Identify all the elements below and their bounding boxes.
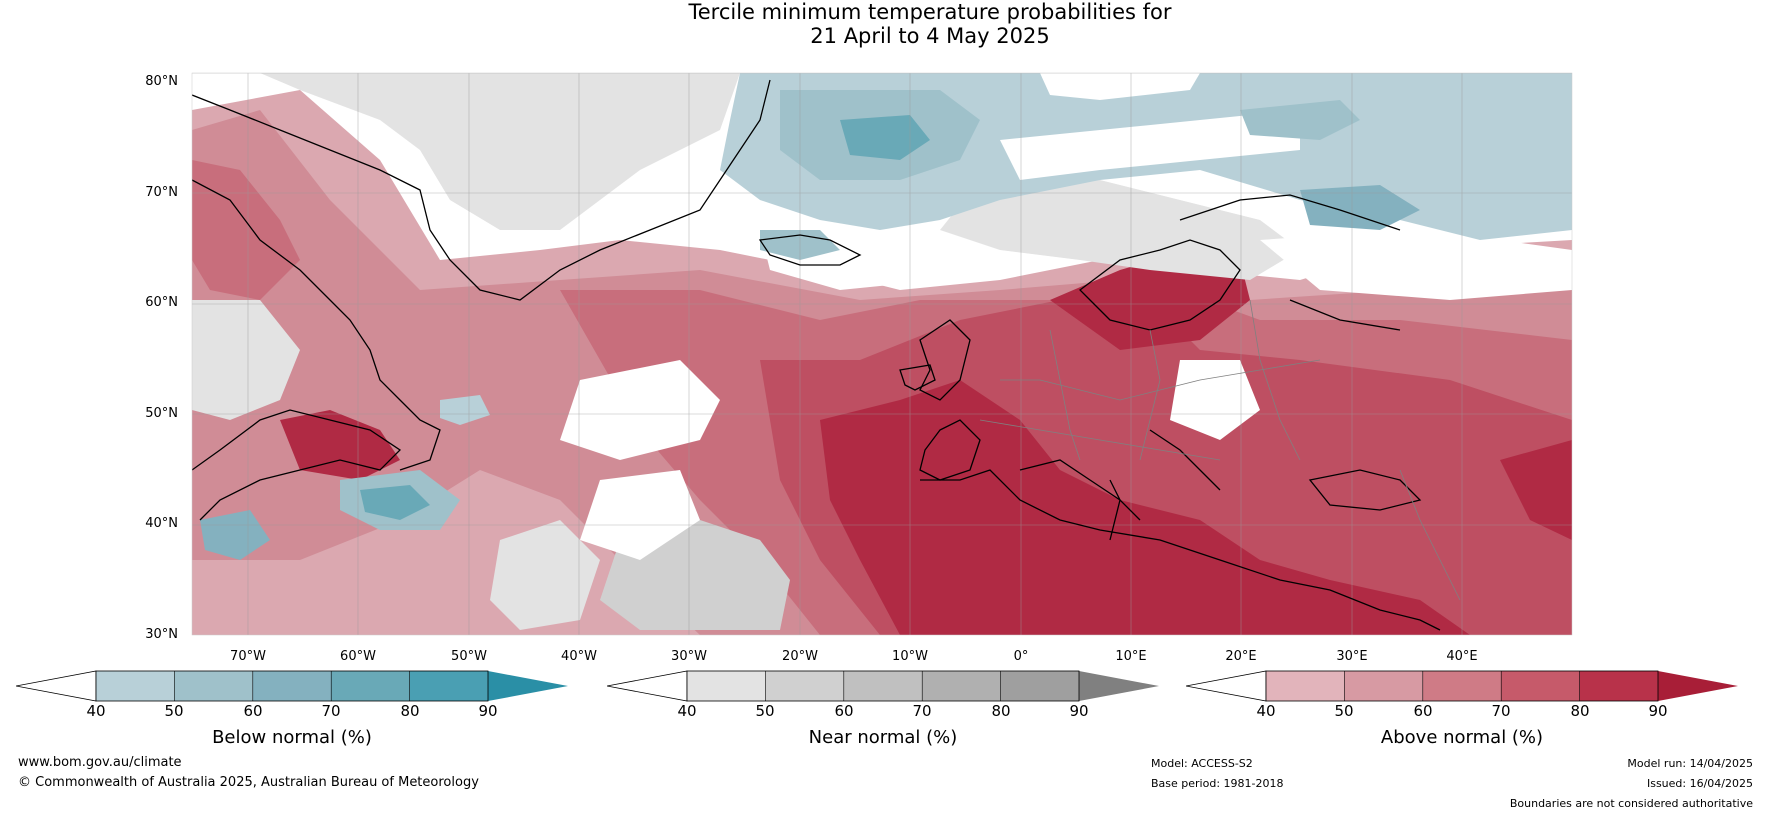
- colorbar-below-normal: [16, 670, 568, 702]
- cbar-near-tick-80: 80: [991, 702, 1011, 720]
- lon-label-60w: 60°W: [340, 649, 376, 664]
- lon-label-20w: 20°W: [782, 649, 818, 664]
- colorbar-above-label: Above normal (%): [1380, 727, 1544, 748]
- colorbar-above-normal: [1186, 670, 1738, 702]
- cbar-above-tick-90: 90: [1648, 702, 1668, 720]
- cbar-below-tick-40: 40: [86, 702, 106, 720]
- cbar-below-tick-70: 70: [321, 702, 341, 720]
- colorbar-near-label: Near normal (%): [808, 727, 958, 748]
- title-line-1: Tercile minimum temperature probabilitie…: [688, 0, 1172, 24]
- cbar-near-tick-40: 40: [677, 702, 697, 720]
- lon-label-0: 0°: [1013, 649, 1029, 664]
- footer-model-run: Model run: 14/04/2025: [1627, 757, 1753, 770]
- map-title: Tercile minimum temperature probabilitie…: [0, 0, 1770, 48]
- cbar-near-tick-50: 50: [755, 702, 775, 720]
- lon-label-20e: 20°E: [1225, 649, 1257, 664]
- colorbar-below-label: Below normal (%): [212, 727, 372, 748]
- country-borders: [979, 299, 1461, 601]
- lon-label-30e: 30°E: [1336, 649, 1368, 664]
- colorbar-near-normal: [607, 670, 1159, 702]
- graticule: [192, 73, 1572, 635]
- footer-disclaimer: Boundaries are not considered authoritat…: [1509, 797, 1753, 810]
- cbar-near-tick-70: 70: [912, 702, 932, 720]
- cbar-near-tick-60: 60: [834, 702, 854, 720]
- cbar-below-tick-50: 50: [164, 702, 184, 720]
- lon-label-40e: 40°E: [1446, 649, 1478, 664]
- lat-label-30n: 30°N: [145, 627, 178, 642]
- lon-label-30w: 30°W: [671, 649, 707, 664]
- lon-label-70w: 70°W: [230, 649, 266, 664]
- lon-label-10w: 10°W: [892, 649, 928, 664]
- footer-url: www.bom.gov.au/climate: [18, 755, 182, 770]
- lon-label-50w: 50°W: [451, 649, 487, 664]
- cbar-below-tick-80: 80: [400, 702, 420, 720]
- footer-issued: Issued: 16/04/2025: [1646, 777, 1753, 790]
- cbar-below-tick-90: 90: [478, 702, 498, 720]
- footer-base-period: Base period: 1981-2018: [1151, 777, 1284, 790]
- cbar-above-tick-60: 60: [1413, 702, 1433, 720]
- title-line-2: 21 April to 4 May 2025: [810, 24, 1050, 48]
- lat-label-80n: 80°N: [145, 74, 178, 89]
- lat-label-60n: 60°N: [145, 295, 178, 310]
- lon-label-10e: 10°E: [1115, 649, 1147, 664]
- lon-label-40w: 40°W: [561, 649, 597, 664]
- lat-label-40n: 40°N: [145, 516, 178, 531]
- lat-label-50n: 50°N: [145, 406, 178, 421]
- cbar-above-tick-50: 50: [1334, 702, 1354, 720]
- cbar-below-tick-60: 60: [243, 702, 263, 720]
- footer-model: Model: ACCESS-S2: [1151, 757, 1253, 770]
- coastlines: [192, 79, 1441, 631]
- cbar-near-tick-90: 90: [1069, 702, 1089, 720]
- near-normal-patch: [260, 73, 740, 230]
- cbar-above-tick-40: 40: [1256, 702, 1276, 720]
- lat-label-70n: 70°N: [145, 185, 178, 200]
- footer-copyright: © Commonwealth of Australia 2025, Austra…: [18, 775, 479, 790]
- cbar-above-tick-80: 80: [1570, 702, 1590, 720]
- cbar-above-tick-70: 70: [1491, 702, 1511, 720]
